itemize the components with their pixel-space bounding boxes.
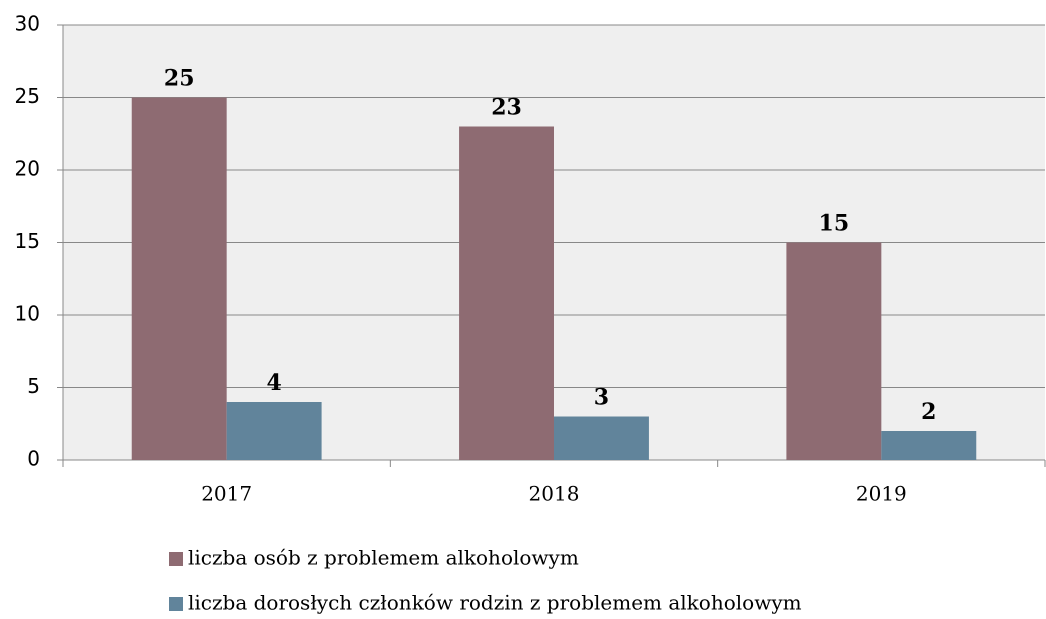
data-label: 15 [819, 211, 850, 237]
bar [881, 431, 977, 460]
x-tick-label: 2018 [529, 482, 580, 506]
x-tick-label: 2017 [201, 482, 252, 506]
y-tick-label: 10 [15, 302, 40, 326]
y-tick-label: 20 [15, 157, 40, 181]
y-tick-label: 25 [15, 84, 40, 108]
y-tick-label: 30 [15, 12, 40, 36]
data-label: 2 [921, 399, 936, 425]
y-tick-label: 15 [15, 229, 40, 253]
bar [786, 242, 882, 460]
legend-swatch [169, 597, 183, 611]
data-label: 4 [266, 370, 281, 396]
bar [226, 402, 322, 460]
legend-label: liczba dorosłych członków rodzin z probl… [188, 591, 802, 615]
bar [554, 416, 649, 460]
bar [131, 97, 227, 460]
y-tick-label: 0 [27, 447, 40, 471]
data-label: 25 [164, 66, 195, 92]
data-label: 3 [594, 385, 609, 411]
x-tick-label: 2019 [856, 482, 907, 506]
legend-swatch [169, 552, 183, 566]
y-tick-label: 5 [27, 374, 40, 398]
data-label: 23 [491, 95, 522, 121]
legend-label: liczba osób z problemem alkoholowym [188, 546, 579, 570]
bar [459, 126, 554, 460]
